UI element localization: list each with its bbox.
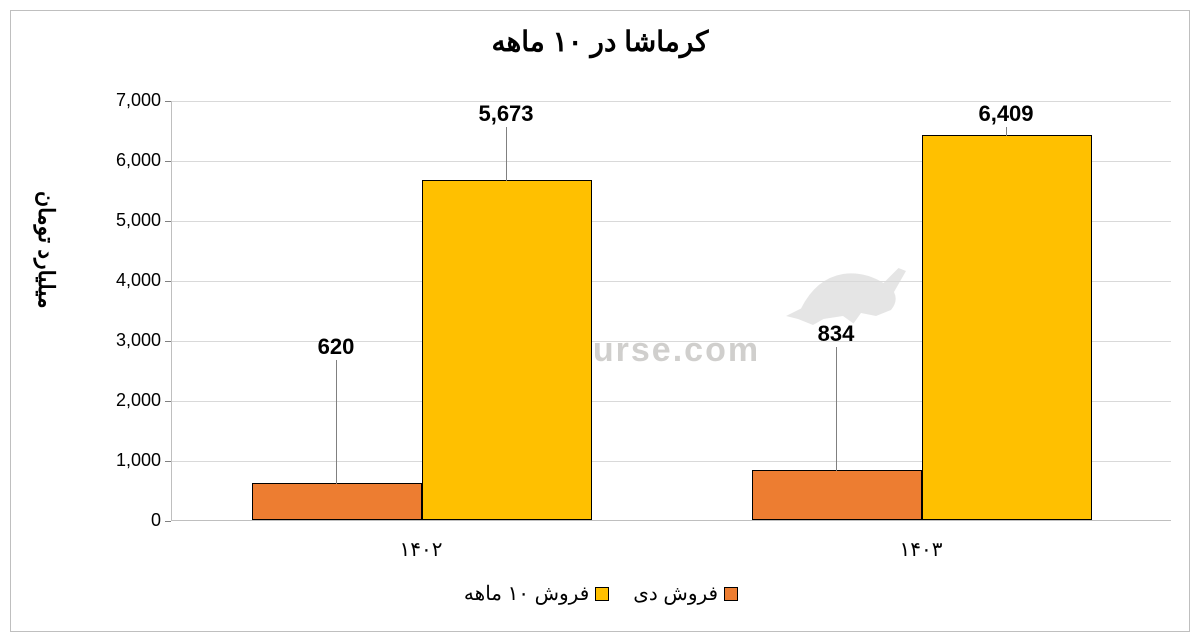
data-label: 834 (796, 321, 876, 347)
y-tick (165, 341, 171, 342)
legend: فروش دی فروش ۱۰ ماهه (11, 581, 1191, 606)
leader-line (1006, 127, 1007, 136)
y-tick-label: 0 (91, 510, 161, 531)
y-tick (165, 401, 171, 402)
legend-label: فروش ۱۰ ماهه (464, 581, 589, 606)
y-tick-label: 7,000 (91, 90, 161, 111)
chart-title: کرماشا در ۱۰ ماهه (11, 25, 1189, 58)
bar (752, 470, 922, 520)
y-tick (165, 281, 171, 282)
bar (252, 483, 422, 520)
data-label: 6,409 (966, 101, 1046, 127)
data-label: 5,673 (466, 101, 546, 127)
y-tick-label: 1,000 (91, 450, 161, 471)
x-tick-label: ۱۴۰۲ (361, 537, 481, 562)
leader-line (506, 127, 507, 181)
y-tick-label: 2,000 (91, 390, 161, 411)
y-tick (165, 521, 171, 522)
bar (422, 180, 592, 520)
legend-swatch (595, 587, 609, 601)
data-label: 620 (296, 334, 376, 360)
y-tick-label: 5,000 (91, 210, 161, 231)
y-tick-label: 4,000 (91, 270, 161, 291)
y-tick-label: 3,000 (91, 330, 161, 351)
chart-frame: کرماشا در ۱۰ ماهه میلیارد تومان nabzebou… (10, 10, 1190, 632)
y-tick (165, 161, 171, 162)
bar (922, 135, 1092, 520)
x-tick-label: ۱۴۰۳ (861, 537, 981, 562)
leader-line (336, 360, 337, 484)
y-tick (165, 461, 171, 462)
legend-label: فروش دی (633, 581, 718, 606)
y-tick (165, 221, 171, 222)
y-tick-label: 6,000 (91, 150, 161, 171)
legend-item: فروش دی (633, 581, 738, 606)
y-tick (165, 101, 171, 102)
plot-area (171, 101, 1171, 521)
legend-item: فروش ۱۰ ماهه (464, 581, 609, 606)
legend-swatch (724, 587, 738, 601)
leader-line (836, 347, 837, 471)
y-axis-label: میلیارد تومان (33, 191, 59, 309)
